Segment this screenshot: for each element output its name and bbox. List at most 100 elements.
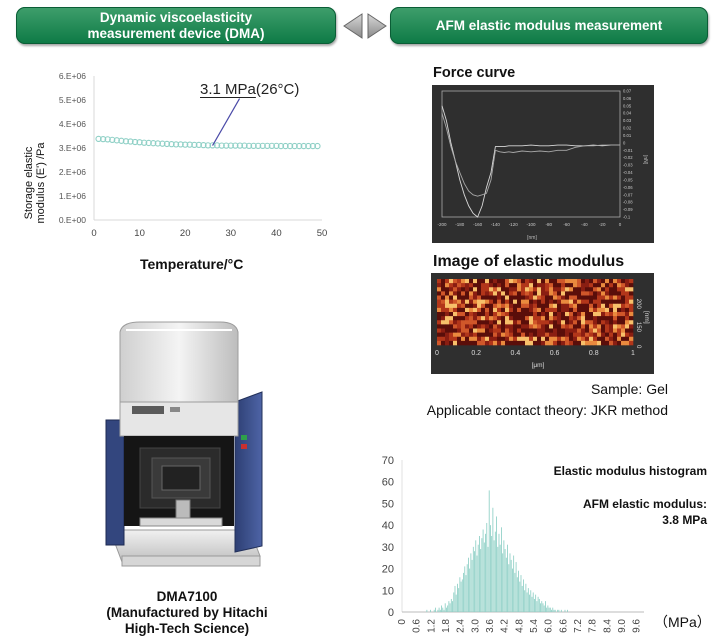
heatmap-cell [469,328,474,333]
heatmap-cell [497,299,502,305]
heatmap-cell [629,320,634,325]
heatmap-cell [593,283,598,288]
heatmap-cell [493,320,498,325]
heatmap-cell [569,303,574,309]
heatmap-cell [493,287,498,292]
heatmap-cell [521,287,526,292]
hist-bar [524,590,526,612]
heatmap-cell [509,279,514,284]
heatmap-cell [437,328,442,333]
hist-bar [548,607,550,612]
heatmap-cell [445,295,450,300]
heatmap-cell [601,279,606,284]
hist-bar [446,607,447,612]
hist-bar [525,583,527,612]
heatmap-cell [613,299,618,305]
heatmap-cell [517,320,522,325]
hist-bar [490,525,491,612]
heatmap-cell [629,332,634,338]
heatmap-cell [549,312,554,317]
hist-bar [518,570,519,612]
dma-annotation: 3.1 MPa(26°C) [200,81,299,98]
heatmap-cell [513,299,518,305]
heatmap-cell [573,328,578,333]
hist-bar [453,592,455,612]
heatmap-cell [477,299,482,305]
heatmap-cell [549,316,554,321]
heatmap-cell [553,299,558,305]
heatmap-cell [533,316,538,321]
heatmap-cell [613,291,618,296]
heatmap-cell [497,283,502,288]
heatmap-cell [521,324,526,329]
dma-banner: Dynamic viscoelasticity measurement devi… [16,7,336,44]
heatmap-cell [581,307,586,313]
hist-bar [439,609,441,612]
hist-bar [523,579,524,612]
heatmap-cell [621,316,626,321]
hist-bar [442,607,444,612]
heatmap-cell [581,324,586,329]
heatmap-cell [493,312,498,317]
heatmap-cell [485,328,490,333]
heatmap-cell [485,287,490,292]
heatmap-cell [477,307,482,313]
force-x-tick-label: -200 [437,222,447,227]
heatmap-cell [589,295,594,300]
heatmap-cell [617,336,622,342]
heatmap-cell [533,303,538,309]
heatmap-cell [589,316,594,321]
heatmap-cell [481,299,486,305]
heatmap-cell [465,283,470,288]
heatmap-cell [609,283,614,288]
heatmap-cell [553,340,558,346]
dma-data-point [213,142,221,149]
heatmap-cell [497,312,502,317]
heatmap-cell [465,307,470,313]
histogram-title: Elastic modulus histogram [553,464,707,478]
heatmap-cell [629,279,634,284]
heatmap-cell [541,287,546,292]
heatmap-cell [481,340,486,346]
heatmap-cell [617,332,622,338]
heatmap-cell [473,332,478,338]
heatmap-cell [577,312,582,317]
heatmap-cell [609,303,614,309]
heatmap-cell [497,324,502,329]
heatmap-cell [557,316,562,321]
hist-bar [480,549,482,612]
heatmap-cell [469,324,474,329]
heatmap-cell [601,332,606,338]
force-curve-chart: -200 -180 -160 -140 -120 -100 -80 -60 -40 -20 0 0.… [432,85,654,243]
force-x-tick-label: -80 [546,222,553,227]
heatmap-cell [513,340,518,346]
heatmap-cell [505,324,510,329]
heatmap-cell [469,287,474,292]
heatmap-cell [445,279,450,284]
heatmap-cell [441,340,446,346]
heatmap-cell [525,340,530,346]
heatmap-cell [609,320,614,325]
heatmap-cell [597,303,602,309]
heatmap-cell [521,303,526,309]
heatmap-cell [437,324,442,329]
heatmap-cell [481,279,486,284]
heatmap-cell [557,324,562,329]
heatmap-cell [589,299,594,305]
heatmap-cell [453,316,458,321]
hist-bar [512,568,513,612]
heatmap-cell [445,299,450,305]
dma-data-point [255,142,262,149]
heatmap-cell [629,340,634,346]
heatmap-cell [529,328,534,333]
dma-data-point [259,142,266,149]
heatmap-cell [549,287,554,292]
heatmap-cell [557,307,562,313]
heatmap-cell [465,303,470,309]
heatmap-cell [617,316,622,321]
heatmap-cell [557,279,562,284]
dma-data-point [223,142,230,149]
heatmap-cell [473,295,478,300]
heatmap-cell [465,299,470,305]
heatmap-cell [621,324,626,329]
